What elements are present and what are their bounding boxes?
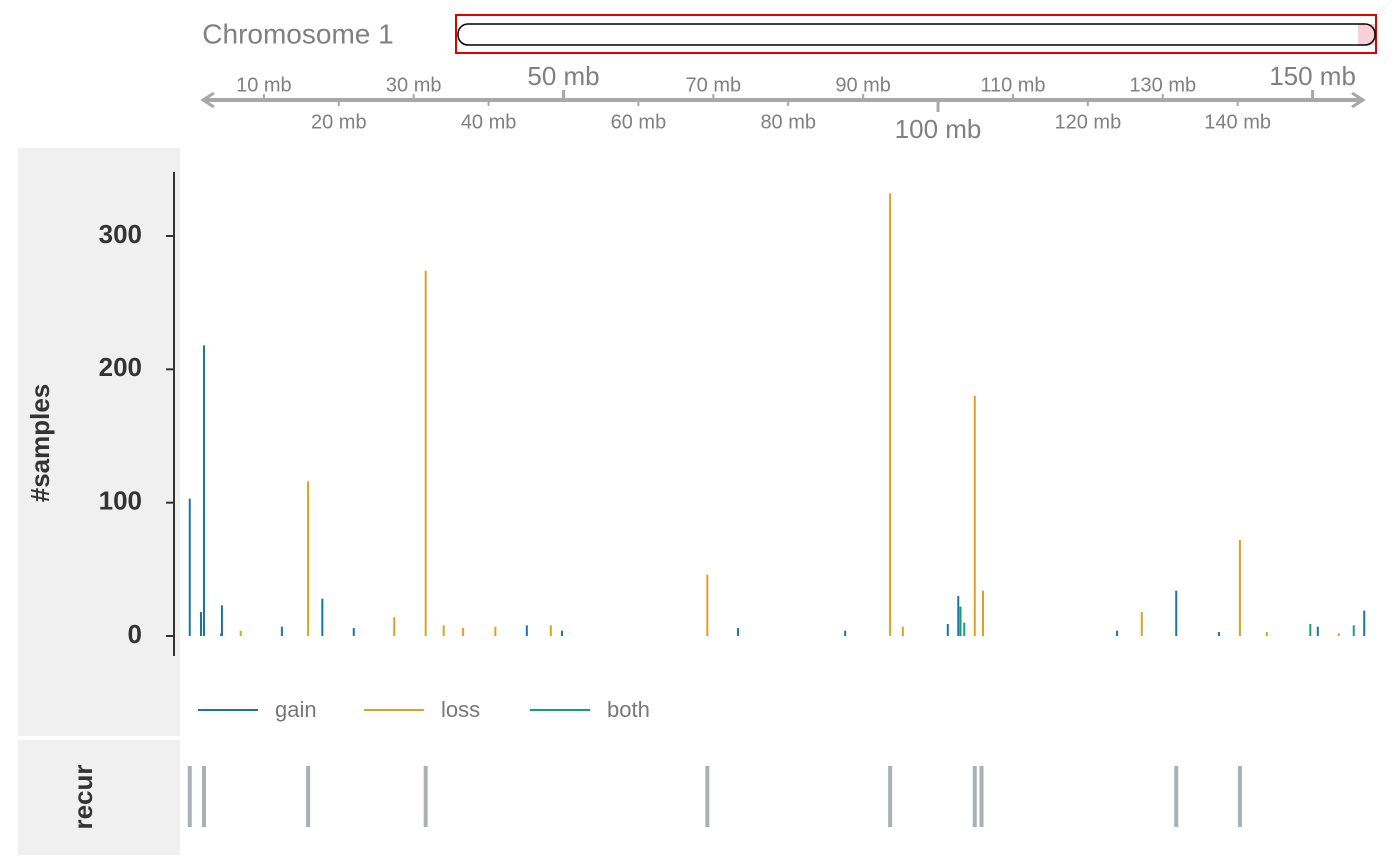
- x-tick-label: 140 mb: [1204, 111, 1271, 133]
- y-tick-label: 100: [99, 486, 142, 516]
- chart-title: Chromosome 1: [202, 18, 393, 49]
- legend-label: loss: [441, 697, 480, 722]
- x-tick-label: 80 mb: [760, 111, 816, 133]
- x-tick-label: 60 mb: [611, 111, 667, 133]
- ideogram-highlight: [1358, 24, 1375, 45]
- x-tick-label: 50 mb: [527, 61, 599, 91]
- track-title: recur: [68, 764, 98, 829]
- y-tick-label: 300: [99, 219, 142, 249]
- legend-label: both: [607, 697, 650, 722]
- track-label-panel: [18, 148, 180, 736]
- x-tick-label: 130 mb: [1129, 74, 1196, 96]
- x-tick-label: 30 mb: [386, 74, 442, 96]
- x-tick-label: 90 mb: [835, 74, 891, 96]
- x-tick-label: 10 mb: [236, 74, 292, 96]
- x-tick-label: 100 mb: [895, 114, 982, 144]
- y-tick-label: 200: [99, 352, 142, 382]
- y-axis-title: #samples: [25, 384, 55, 503]
- region-highlight: [455, 14, 1377, 54]
- legend-label: gain: [275, 697, 317, 722]
- x-tick-label: 20 mb: [311, 111, 367, 133]
- track-label-panel: [18, 740, 180, 855]
- y-tick-label: 0: [128, 619, 142, 649]
- x-tick-label: 120 mb: [1054, 111, 1121, 133]
- x-tick-label: 150 mb: [1269, 61, 1356, 91]
- ideogram: [457, 23, 1376, 46]
- x-tick-label: 110 mb: [980, 74, 1045, 96]
- x-tick-label: 40 mb: [461, 111, 517, 133]
- axis-arrows: [200, 91, 1366, 109]
- x-tick-label: 70 mb: [686, 74, 742, 96]
